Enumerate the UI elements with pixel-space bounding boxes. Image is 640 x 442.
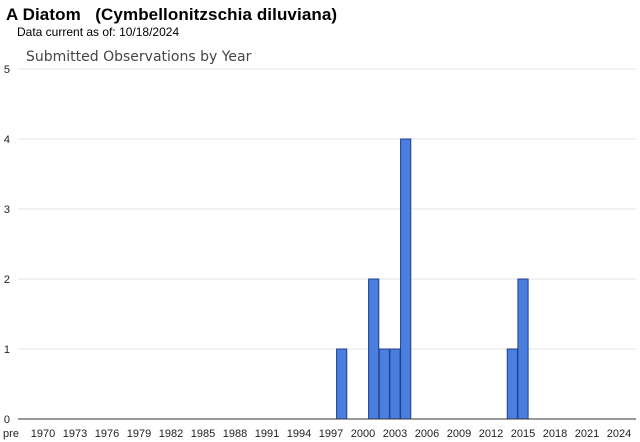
x-tick-label: 2021 xyxy=(575,428,599,440)
species-title: A Diatom (Cymbellonitzschia diluviana) xyxy=(6,5,337,25)
x-tick-label: 1997 xyxy=(319,428,343,440)
x-tick-label: 1979 xyxy=(127,428,151,440)
scientific-name: (Cymbellonitzschia diluviana) xyxy=(95,5,338,24)
x-tick-label: 2006 xyxy=(415,428,439,440)
y-tick-label: 5 xyxy=(4,64,10,76)
chart-title: Submitted Observations by Year xyxy=(26,49,252,65)
y-tick-label: 0 xyxy=(4,414,10,426)
x-tick-label: 1973 xyxy=(63,428,87,440)
data-current-date: 10/18/2024 xyxy=(119,25,180,39)
bar-2015 xyxy=(517,278,529,420)
bar-2014 xyxy=(506,348,518,420)
x-tick-label: 2012 xyxy=(479,428,503,440)
x-tick-label: 2018 xyxy=(543,428,567,440)
y-tick-labels: 0 1 2 3 4 5 xyxy=(4,64,10,426)
x-tick-label: 2000 xyxy=(351,428,375,440)
bar-2001 xyxy=(368,278,380,420)
x-tick-label: 2003 xyxy=(383,428,407,440)
x-tick-label: 1970 xyxy=(31,428,55,440)
x-tick-label: pre xyxy=(3,428,19,440)
data-current-note: Data current as of: 10/18/2024 xyxy=(17,25,179,39)
x-tick-label: 2015 xyxy=(511,428,535,440)
grid-lines xyxy=(18,68,636,350)
x-tick-label: 1982 xyxy=(159,428,183,440)
y-tick-label: 2 xyxy=(4,274,10,286)
bar-2002 xyxy=(378,348,390,420)
bar-2004 xyxy=(400,138,412,420)
x-tick-label: 1988 xyxy=(223,428,247,440)
x-tick-label: 1991 xyxy=(255,428,279,440)
data-current-label: Data current as of: xyxy=(17,25,116,39)
y-tick-label: 3 xyxy=(4,204,10,216)
y-tick-label: 4 xyxy=(4,134,10,146)
x-tick-label: 2009 xyxy=(447,428,471,440)
common-name: A Diatom xyxy=(6,5,81,24)
x-tick-label: 1976 xyxy=(95,428,119,440)
bars xyxy=(336,138,529,420)
x-tick-label: 1994 xyxy=(287,428,311,440)
bar-1998 xyxy=(336,348,348,420)
y-tick-label: 1 xyxy=(4,344,10,356)
x-tick-labels: pre 1970 1973 1976 1979 1982 1985 1988 1991 1994 1… xyxy=(3,428,631,440)
x-tick-label: 1985 xyxy=(191,428,215,440)
x-tick-label: 2024 xyxy=(607,428,631,440)
bar-2003 xyxy=(389,348,401,420)
